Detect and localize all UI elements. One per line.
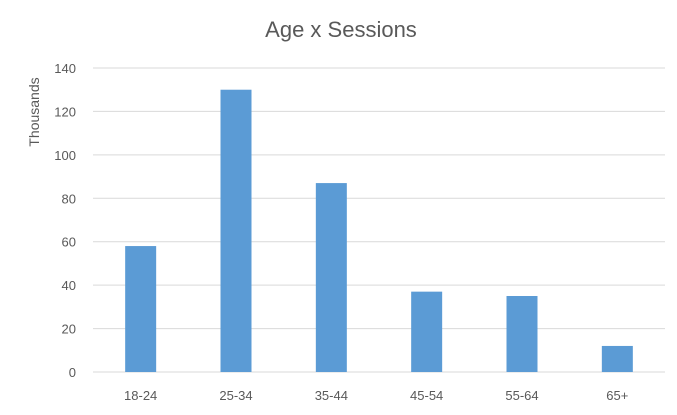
bar-55-64: [506, 296, 538, 372]
x-tick-label: 18-24: [124, 388, 157, 403]
x-tick-label: 55-64: [505, 388, 538, 403]
y-tick-label: 20: [62, 322, 76, 337]
x-tick-label: 25-34: [219, 388, 252, 403]
y-tick-label: 0: [69, 365, 76, 380]
y-tick-label: 140: [54, 61, 76, 76]
y-tick-label: 100: [54, 148, 76, 163]
x-tick-label: 45-54: [410, 388, 443, 403]
bar-35-44: [315, 183, 347, 372]
y-tick-label: 40: [62, 278, 76, 293]
y-axis-title: Thousands: [26, 77, 42, 146]
x-tick-label: 65+: [606, 388, 628, 403]
y-axis-ticks: 0 20 40 60 80 100 120 140: [54, 61, 76, 380]
x-tick-label: 35-44: [315, 388, 348, 403]
bars: [125, 89, 633, 372]
y-tick-label: 60: [62, 235, 76, 250]
y-tick-label: 120: [54, 104, 76, 119]
bar-25-34: [220, 89, 252, 372]
y-tick-label: 80: [62, 191, 76, 206]
x-axis-ticks: 18-24 25-34 35-44 45-54 55-64 65+: [124, 388, 628, 403]
chart-title: Age x Sessions: [265, 17, 417, 42]
gridlines: [93, 67, 665, 373]
bar-65+: [601, 345, 633, 372]
bar-45-54: [411, 291, 443, 372]
bar-18-24: [125, 246, 157, 372]
